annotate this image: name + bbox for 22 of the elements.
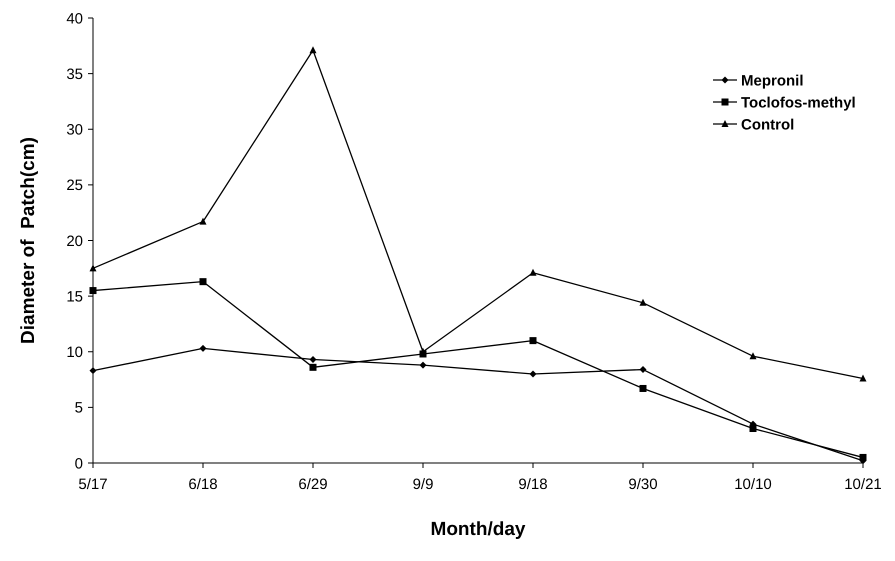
y-tick-label: 35 — [66, 66, 83, 83]
y-tick-label: 5 — [74, 400, 83, 417]
y-tick-label: 10 — [66, 344, 83, 361]
x-tick-label: 5/17 — [78, 476, 108, 493]
x-tick-label: 9/18 — [518, 476, 548, 493]
x-tick-label: 9/30 — [628, 476, 658, 493]
x-tick-label: 10/10 — [734, 476, 772, 493]
x-tick-label: 10/21 — [844, 476, 882, 493]
x-tick-label: 6/29 — [298, 476, 328, 493]
y-tick-label: 20 — [66, 232, 83, 250]
legend-label: Toclofos-methyl — [741, 94, 856, 112]
legend-label: Mepronil — [741, 72, 804, 90]
x-tick-label: 6/18 — [188, 476, 218, 493]
y-tick-label: 0 — [74, 455, 83, 472]
y-tick-label: 40 — [66, 10, 83, 28]
x-tick-label: 9/9 — [412, 476, 434, 493]
legend-label: Control — [741, 116, 794, 134]
x-axis-title: Month/day — [430, 519, 526, 540]
y-tick-label: 30 — [66, 122, 83, 138]
y-axis-title: Diameter of Patch(cm) — [18, 137, 39, 344]
y-tick-label: 15 — [66, 288, 83, 306]
y-tick-label: 25 — [66, 177, 83, 194]
